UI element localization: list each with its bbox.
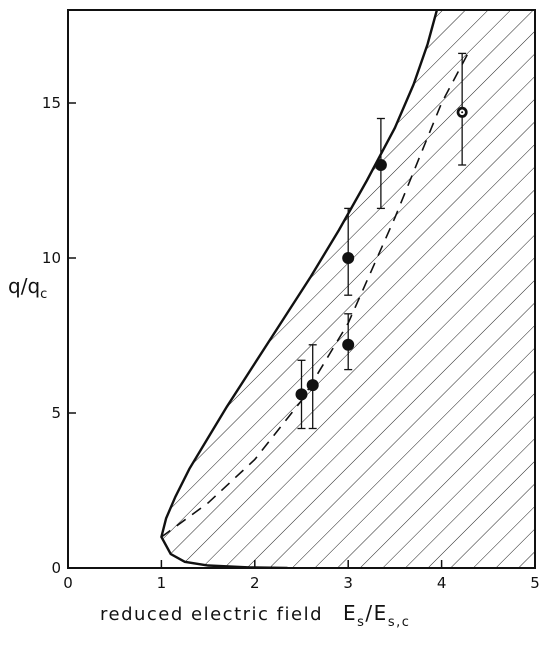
- point-marker: [342, 338, 355, 351]
- y-tick-label: 10: [42, 249, 61, 267]
- data-point: [342, 207, 355, 296]
- y-tick-label: 0: [51, 559, 61, 577]
- data-points: [295, 52, 468, 430]
- y-tick-labels: 0 5 10 15: [42, 94, 61, 577]
- x-tick-label: 1: [157, 574, 167, 592]
- y-title-base2: q: [27, 274, 40, 298]
- y-axis-title: q/qc: [8, 274, 47, 302]
- x-tick-labels: 0 1 2 3 4 5: [63, 574, 540, 592]
- point-marker: [295, 388, 308, 401]
- axis-ticks: [67, 102, 536, 569]
- y-title-divider: /: [21, 274, 28, 298]
- plot-frame: [67, 9, 536, 569]
- x-tick-label: 5: [530, 574, 540, 592]
- boundary-curve: [160, 10, 439, 568]
- x-tick-label: 3: [343, 574, 353, 592]
- x-title-sym-sub: s: [357, 615, 365, 630]
- x-tick-label: 2: [250, 574, 260, 592]
- point-marker: [374, 159, 387, 171]
- data-point: [306, 344, 319, 430]
- y-tick-label: 5: [51, 404, 61, 422]
- x-title-sym-base: E: [343, 601, 357, 625]
- data-point: [374, 117, 387, 210]
- point-marker-center: [461, 111, 464, 114]
- data-point: [456, 52, 468, 166]
- x-title-sym-divider: /: [365, 601, 373, 625]
- point-marker: [306, 379, 319, 392]
- x-title-text: reduced electric field: [100, 604, 323, 625]
- point-marker: [342, 252, 355, 264]
- y-tick-label: 15: [42, 94, 61, 112]
- x-tick-label: 0: [63, 574, 73, 592]
- x-title-sym-sub2: s,c: [388, 615, 411, 630]
- data-point: [295, 359, 308, 430]
- x-title-sym-base2: E: [374, 601, 388, 625]
- x-tick-label: 4: [437, 574, 447, 592]
- y-title-sub2: c: [40, 287, 47, 302]
- x-axis-title: reduced electric field Es/Es,c: [100, 601, 410, 630]
- data-point: [342, 313, 355, 371]
- y-title-base: q: [8, 274, 21, 298]
